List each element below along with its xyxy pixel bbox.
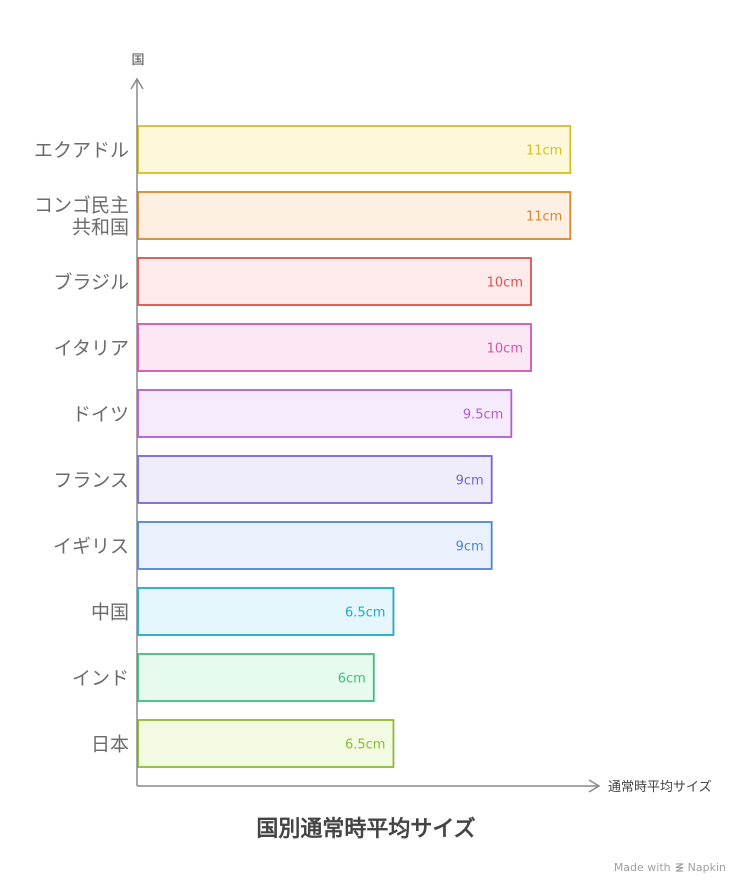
category-label-7: 中国: [91, 602, 129, 624]
bar-8: [137, 653, 375, 702]
bars-group: [137, 125, 572, 768]
value-label-9: 6.5cm: [345, 738, 386, 753]
bar-0: [137, 125, 572, 174]
category-label-8: インド: [72, 668, 129, 690]
credit-brand: Napkin: [687, 861, 726, 874]
y-axis-title: 国: [131, 53, 144, 68]
category-label-0: エクアドル: [34, 140, 129, 162]
bar-3: [137, 323, 532, 372]
category-label-4: ドイツ: [72, 404, 129, 426]
value-label-6: 9cm: [456, 540, 484, 555]
bar-2: [137, 257, 532, 306]
category-label-1-line-0: コンゴ民主: [34, 195, 129, 217]
y-axis-arrow: [130, 77, 144, 90]
bar-5: [137, 455, 493, 504]
value-label-7: 6.5cm: [345, 606, 386, 621]
category-label-3: イタリア: [54, 338, 129, 360]
bar-4: [137, 389, 513, 438]
bar-9: [137, 719, 395, 768]
x-axis-title: 通常時平均サイズ: [608, 779, 712, 795]
value-label-8: 6cm: [338, 672, 366, 687]
value-label-2: 10cm: [487, 276, 523, 291]
napkin-logo-icon: [675, 863, 684, 872]
chart-title: 国別通常時平均サイズ: [256, 816, 475, 842]
value-label-5: 9cm: [456, 474, 484, 489]
category-label-1-line-1: 共和国: [72, 217, 129, 239]
value-label-3: 10cm: [487, 342, 523, 357]
credit: Made with Napkin: [614, 861, 726, 874]
credit-text: Made with: [613, 861, 671, 874]
value-label-1: 11cm: [526, 210, 562, 225]
bar-7: [137, 587, 395, 636]
category-label-6: イギリス: [53, 536, 129, 558]
category-label-9: 日本: [91, 734, 129, 756]
value-label-4: 9.5cm: [463, 408, 504, 423]
category-label-5: フランス: [53, 470, 129, 492]
category-label-2: ブラジル: [53, 271, 129, 294]
bar-6: [137, 521, 493, 570]
value-labels: 11cm 11cm 10cm 10cm 9.5cm 9cm 9cm 6.5cm 6cm 6.5cm: [338, 144, 563, 753]
value-label-0: 11cm: [526, 144, 562, 159]
bar-1: [137, 191, 572, 240]
axes: 国 通常時平均サイズ: [130, 53, 712, 795]
x-axis-arrow: [588, 779, 601, 793]
